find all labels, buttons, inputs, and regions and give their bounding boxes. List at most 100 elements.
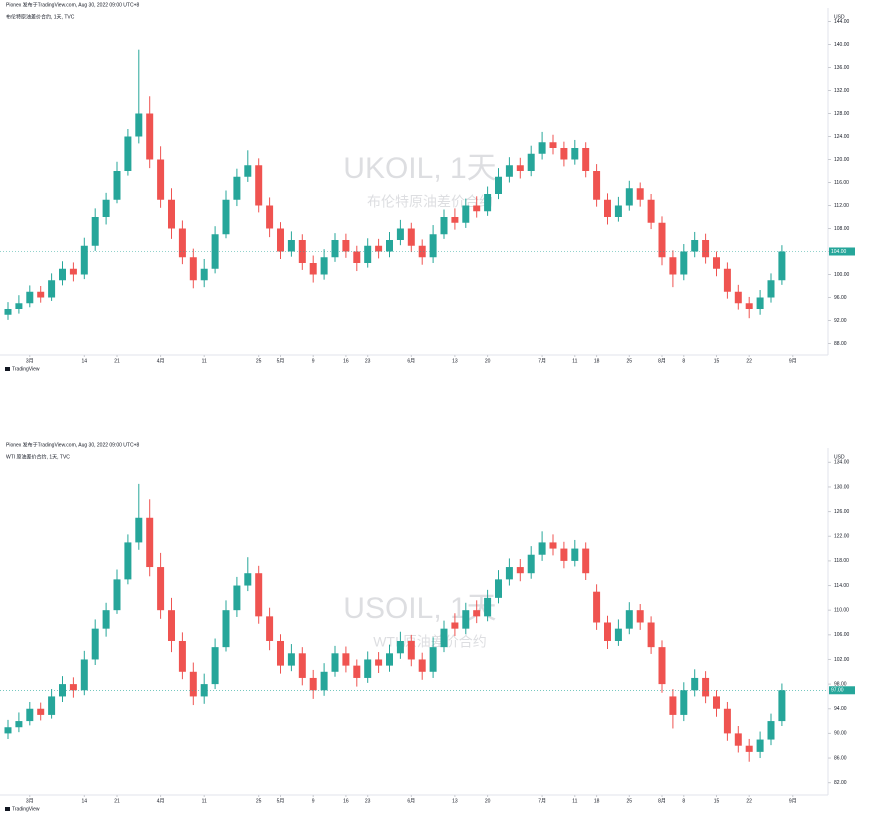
candle-body — [527, 153, 535, 171]
candle-body — [135, 113, 143, 137]
candle-body — [309, 263, 317, 275]
candle-body — [516, 165, 524, 171]
candle-body — [320, 671, 328, 691]
x-tick-label: 25 — [627, 798, 633, 804]
candle-body — [80, 245, 88, 275]
last-price-label: 97.00 — [831, 688, 844, 694]
candle-body — [375, 245, 383, 252]
x-tick-label: 14 — [82, 358, 88, 364]
x-tick-label: 3月 — [26, 358, 34, 364]
candle-body — [48, 696, 56, 715]
candle-body — [658, 647, 666, 685]
candle-body — [157, 159, 165, 200]
x-tick-label: 13 — [452, 798, 458, 804]
candle-body — [778, 251, 786, 281]
y-tick-label: 124.00 — [834, 134, 850, 140]
y-tick-label: 102.00 — [834, 657, 850, 663]
currency: USD — [834, 454, 845, 460]
watermark: USOIL, 1天 — [343, 592, 496, 625]
candle-body — [255, 165, 263, 206]
candle-body — [429, 234, 437, 258]
candle-body — [277, 640, 284, 666]
candle-body — [440, 628, 448, 648]
candle-body — [767, 721, 775, 740]
candle-body — [69, 268, 77, 275]
y-tick-label: 118.00 — [834, 558, 849, 564]
x-tick-label: 11 — [202, 798, 207, 804]
y-tick-label: 88.00 — [834, 341, 847, 347]
candle-body — [102, 199, 110, 217]
x-tick-label: 25 — [627, 358, 633, 364]
x-tick-label: 23 — [365, 798, 371, 804]
x-tick-label: 5月 — [277, 358, 285, 364]
brand: TradingView — [12, 366, 40, 372]
x-tick-label: 9 — [312, 358, 315, 364]
candle-body — [178, 228, 186, 258]
x-tick-label: 15 — [714, 798, 720, 804]
candle-body — [647, 622, 655, 648]
candle-body — [233, 176, 241, 200]
candle-body — [549, 542, 557, 549]
candle-body — [48, 280, 56, 298]
y-tick-label: 96.00 — [834, 295, 847, 301]
candle-body — [59, 684, 66, 697]
x-tick-label: 21 — [114, 358, 120, 364]
candle-body — [287, 653, 295, 666]
x-tick-label: 25 — [256, 358, 262, 364]
candle-body — [331, 653, 339, 672]
x-tick-label: 7月 — [538, 358, 546, 364]
x-tick-label: 9 — [312, 798, 315, 804]
x-tick-label: 3月 — [26, 798, 34, 804]
x-tick-label: 20 — [485, 358, 491, 364]
candle-body — [625, 610, 633, 629]
candle-body — [484, 597, 492, 617]
candle-body — [353, 665, 361, 678]
candle-body — [462, 205, 470, 223]
y-tick-label: 126.00 — [834, 509, 850, 515]
x-tick-label: 8 — [682, 798, 685, 804]
candle-body — [386, 240, 393, 252]
candle-body — [560, 548, 568, 561]
y-tick-label: 120.00 — [834, 157, 850, 163]
candle-body — [396, 228, 404, 240]
legend: 布伦特原油差价合约, 1天, TVC — [6, 13, 75, 20]
legend: WTI 原油差价合约, 1天, TVC — [6, 453, 70, 460]
y-tick-label: 106.00 — [834, 632, 850, 638]
x-tick-label: 16 — [343, 798, 349, 804]
x-tick-label: 25 — [256, 798, 262, 804]
candle-body — [516, 567, 524, 574]
brand-logo — [5, 367, 10, 371]
candle-body — [266, 616, 274, 641]
candle-body — [440, 217, 448, 235]
candle-body — [113, 579, 121, 611]
x-tick-label: 9月 — [789, 798, 797, 804]
candle-body — [178, 640, 186, 672]
candle-body — [15, 303, 23, 309]
publisher: Pionex 发布于TradingView.com, Aug 30, 2022 … — [6, 1, 139, 8]
candle-body — [168, 610, 175, 641]
candle-body — [451, 622, 459, 629]
x-tick-label: 11 — [572, 358, 577, 364]
candle-body — [462, 610, 470, 629]
x-tick-label: 18 — [594, 798, 600, 804]
last-price-box — [829, 247, 855, 256]
last-price-label: 104.00 — [831, 249, 847, 255]
plot-area — [0, 440, 871, 815]
x-tick-label: 6月 — [407, 358, 415, 364]
y-tick-label: 110.00 — [834, 608, 849, 614]
candle-body — [571, 148, 579, 160]
candle-body — [636, 188, 644, 200]
candle-body — [211, 234, 219, 269]
candle-body — [614, 205, 622, 217]
candle-body — [527, 554, 535, 574]
candle-body — [669, 257, 677, 275]
y-tick-label: 136.00 — [834, 65, 850, 71]
candle-body — [375, 659, 383, 666]
candle-body — [37, 291, 45, 298]
y-tick-label: 132.00 — [834, 88, 850, 94]
y-tick-label: 114.00 — [834, 583, 849, 589]
candle-body — [189, 671, 197, 697]
